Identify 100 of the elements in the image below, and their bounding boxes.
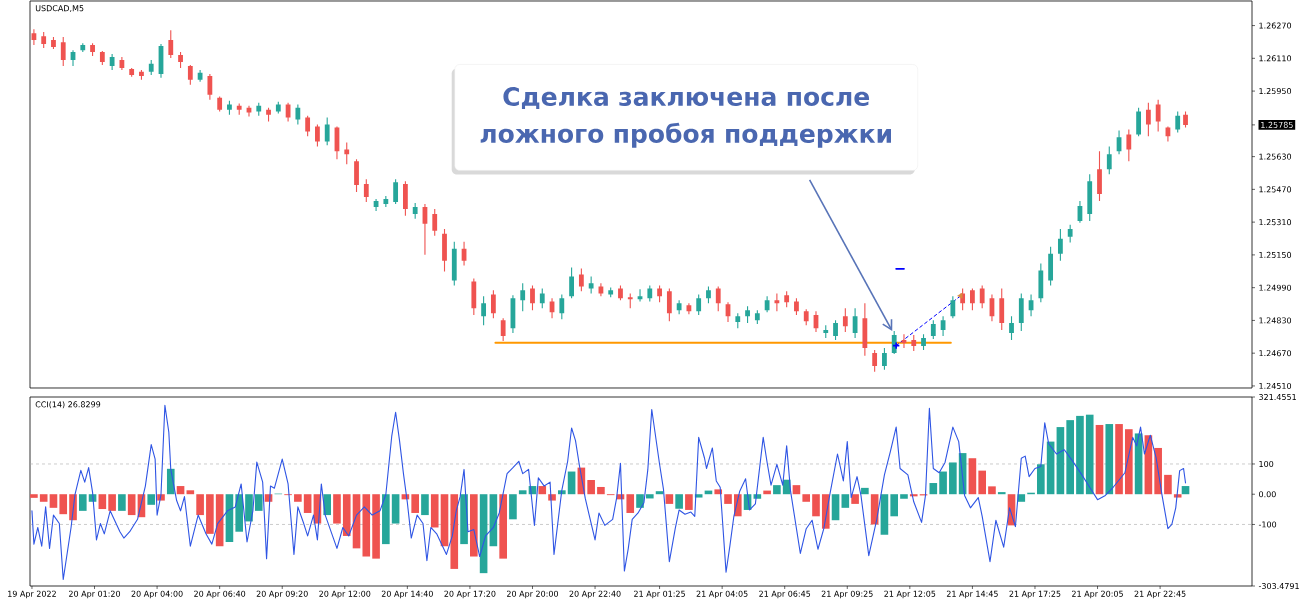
candlestick [882, 348, 887, 370]
x-tick-label: 20 Apr 14:40 [381, 590, 433, 599]
bar [724, 494, 732, 504]
candlestick [481, 296, 487, 326]
bar [792, 485, 801, 495]
candlestick [930, 320, 936, 340]
bar [499, 494, 507, 559]
candlestick [754, 310, 760, 325]
y-tick-label: 1.24670 [1259, 350, 1292, 357]
candlestick [647, 285, 653, 302]
candlestick [735, 313, 741, 329]
y-tick-label: 1.24990 [1259, 284, 1292, 291]
candlestick [813, 311, 819, 333]
bar [1037, 464, 1045, 495]
candlestick [549, 298, 555, 319]
candlestick [1057, 228, 1063, 261]
candlestick [530, 285, 535, 311]
candlestick [70, 50, 76, 66]
bar [235, 494, 244, 532]
candlestick [324, 117, 330, 146]
x-tick-label: 19 Apr 2022 [8, 590, 56, 599]
candlestick [745, 306, 750, 324]
candlestick [901, 334, 907, 349]
candlestick [354, 159, 359, 193]
bar [39, 494, 48, 502]
bar [812, 494, 820, 517]
bar [196, 494, 204, 516]
candlestick [627, 293, 633, 309]
candlestick [921, 334, 926, 350]
x-tick-label: 21 Apr 01:25 [634, 590, 685, 599]
bar [1164, 474, 1172, 495]
bar [1115, 424, 1123, 495]
candlestick [442, 228, 447, 272]
candlestick [178, 51, 183, 68]
candlestick [1116, 130, 1122, 155]
y-tick-label: 100 [1259, 460, 1274, 467]
candlestick [608, 287, 614, 298]
bar [597, 486, 605, 495]
bar [30, 494, 38, 498]
candlestick [471, 278, 477, 316]
bar [391, 494, 400, 524]
bar [49, 494, 58, 508]
candlestick [578, 268, 584, 292]
candlestick [207, 73, 213, 100]
bar [665, 494, 674, 504]
bar [675, 494, 683, 509]
bar [861, 487, 869, 495]
bar [655, 491, 664, 495]
bar [245, 494, 253, 522]
candlestick [696, 294, 702, 316]
bar [430, 494, 439, 528]
candlestick [236, 103, 242, 115]
candlestick [168, 30, 174, 58]
candlestick [129, 67, 135, 77]
candlestick [657, 285, 662, 303]
x-tick-label: 21 Apr 04:05 [696, 590, 748, 599]
bar [118, 494, 126, 511]
y-tick-label: 1.25950 [1259, 88, 1292, 95]
bar [1056, 427, 1065, 495]
y-tick-label: 1.25470 [1259, 186, 1292, 193]
candlestick [803, 309, 809, 326]
y-tick-label: 0.00 [1259, 491, 1276, 498]
bar [1181, 486, 1190, 495]
bar [851, 494, 859, 504]
candlestick [950, 296, 956, 319]
candlestick [246, 105, 252, 117]
x-tick-label: 21 Apr 06:45 [759, 590, 811, 599]
x-tick-label: 21 Apr 12:05 [884, 590, 936, 599]
bar [440, 494, 449, 547]
bar [1125, 429, 1133, 495]
bar [802, 494, 811, 502]
y-tick-label: 321.4551 [1259, 393, 1296, 401]
bar [98, 494, 107, 510]
candlestick [1155, 99, 1161, 132]
bar [685, 494, 693, 510]
candlestick [989, 294, 995, 322]
bar [968, 458, 977, 495]
bar [127, 494, 136, 516]
x-tick-label: 20 Apr 12:00 [319, 590, 371, 599]
bar [509, 494, 517, 520]
bar [470, 494, 478, 557]
candlestick [490, 290, 496, 319]
x-tick-label: 20 Apr 17:20 [444, 590, 496, 599]
x-tick-label: 21 Apr 09:25 [821, 590, 873, 599]
candlestick [559, 294, 565, 320]
candlestick [833, 320, 838, 341]
bar [645, 494, 654, 499]
candlestick [383, 195, 389, 207]
bar [1095, 424, 1104, 495]
chart-title: USDCAD,M5 [35, 5, 84, 13]
candlestick [764, 296, 770, 313]
candlestick [1145, 102, 1151, 137]
candlestick [500, 318, 506, 342]
y-tick-label: 1.26270 [1259, 22, 1292, 29]
candlestick [41, 32, 47, 49]
candlestick [99, 50, 105, 65]
candlestick [1175, 111, 1181, 133]
bar [382, 494, 390, 545]
candlestick [588, 276, 594, 294]
x-tick-label: 21 Apr 20:05 [1072, 590, 1123, 599]
